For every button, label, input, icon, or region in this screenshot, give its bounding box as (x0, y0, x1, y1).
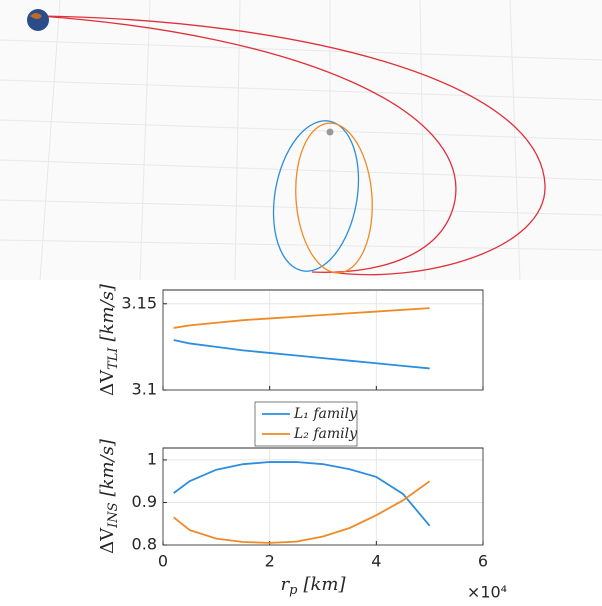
y-label-symbol: ΔV (97, 369, 118, 396)
scene-grid (0, 0, 602, 281)
legend: L₁ family L₂ family (254, 401, 358, 447)
x-tick-label: 0 (158, 552, 168, 571)
plot-area (162, 447, 484, 546)
chart: 3.1 3.15 ΔVTLI [km/s] (97, 283, 484, 399)
plot-frame (162, 289, 484, 391)
x-label-symbol: r (281, 574, 291, 595)
series-line (173, 307, 430, 329)
l2-halo-orbit (295, 122, 373, 274)
x-label-unit: [km] (303, 574, 346, 595)
legend-label: L₁ family (293, 406, 358, 422)
y-axis-label: ΔVINS [km/s] (97, 438, 121, 554)
x-tick-label: 6 (478, 552, 488, 571)
series-line (173, 339, 430, 370)
y-label-subscript: INS (106, 502, 121, 529)
l1-halo-orbit (272, 120, 360, 272)
plot-frame (162, 447, 484, 546)
transfer-orbit (39, 15, 546, 276)
earth-land (30, 13, 42, 19)
plot-area (162, 289, 484, 391)
orbit-scene (0, 0, 602, 281)
y-label-unit: [km/s] (97, 283, 118, 341)
y-tick-label: 3.1 (132, 380, 157, 399)
x-tick-label: 4 (371, 552, 381, 571)
transfer-orbit (39, 15, 457, 273)
y-label-subscript: TLI (106, 347, 121, 370)
y-axis-label: ΔVTLI [km/s] (97, 283, 121, 396)
y-label-symbol: ΔV (97, 527, 118, 554)
y-tick-label: 0.8 (132, 535, 157, 554)
x-tick-label: 2 (265, 552, 275, 571)
x-label-subscript: p (289, 583, 298, 598)
x-multiplier: ×10⁴ (467, 583, 507, 602)
earth (27, 9, 49, 31)
y-tick-label: 0.9 (132, 492, 157, 511)
series-line (173, 480, 431, 544)
legend-box (254, 401, 358, 447)
series-line (173, 461, 431, 527)
y-tick-label: 1 (147, 449, 157, 468)
x-axis-label: rp [km] (281, 574, 347, 598)
moon (326, 128, 334, 136)
legend-label: L₂ family (293, 426, 358, 442)
y-tick-label: 3.15 (121, 293, 157, 312)
y-label-unit: [km/s] (97, 438, 118, 496)
chart: 0 2 4 6 0.8 0.9 1 ΔVINS [km/s] rp [km] ×10⁴ (97, 438, 507, 601)
scene-background (0, 0, 602, 280)
